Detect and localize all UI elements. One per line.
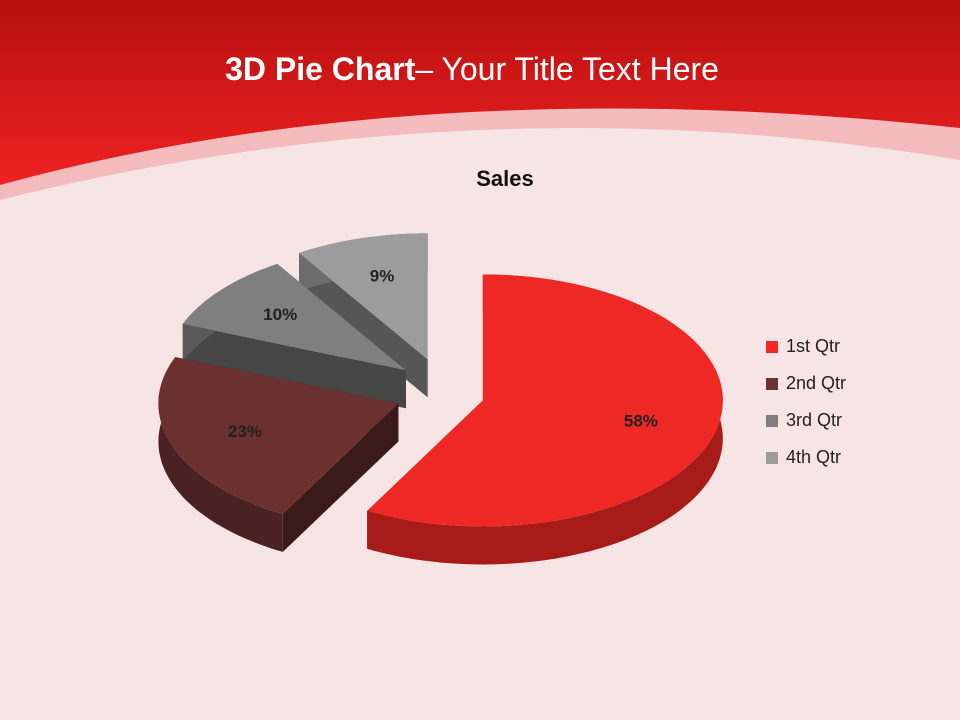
slice-top: [182, 263, 406, 371]
legend-label: 1st Qtr: [786, 336, 840, 356]
legend-swatch: [766, 341, 778, 353]
slice-edge: [182, 323, 406, 409]
legend-label: 3rd Qtr: [786, 410, 842, 430]
legend-label: 2nd Qtr: [786, 373, 846, 393]
slide-title: 3D Pie Chart– Your Title Text Here: [225, 51, 719, 87]
data-label: 10%: [263, 305, 297, 324]
legend-swatch: [766, 452, 778, 464]
pie: 9% 10% 58% 23%: [158, 233, 723, 565]
slice-side: [367, 274, 723, 565]
slice-top: [158, 357, 399, 514]
slide-title-bold: 3D Pie Chart: [225, 51, 416, 87]
header: [0, 0, 960, 185]
legend-label: 4th Qtr: [786, 447, 841, 467]
slice-edge: [299, 253, 428, 398]
chart-title: Sales: [476, 166, 534, 191]
data-label: 23%: [228, 422, 262, 441]
slice: [158, 357, 399, 552]
data-label: 9%: [370, 267, 395, 286]
data-label: 58%: [624, 411, 658, 430]
legend-swatch: [766, 378, 778, 390]
legend-swatch: [766, 415, 778, 427]
slice: [367, 274, 723, 565]
slice: [182, 263, 406, 409]
slice-side: [158, 357, 283, 552]
slice-top: [299, 233, 428, 360]
slice-top: [367, 274, 723, 527]
slide-title-rest: – Your Title Text Here: [415, 51, 719, 87]
slice-edge: [282, 403, 399, 552]
slice: [299, 233, 428, 398]
legend: 1st Qtr 2nd Qtr 3rd Qtr 4th Qtr: [766, 336, 846, 467]
